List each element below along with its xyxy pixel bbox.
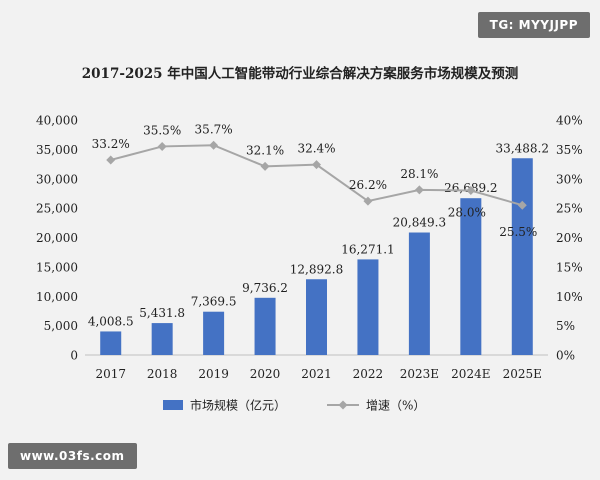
y-right-tick-label: 35% — [556, 143, 583, 157]
chart-title: 2017-2025 年中国人工智能带动行业综合解决方案服务市场规模及预测 — [82, 65, 518, 82]
bar — [100, 331, 122, 355]
growth-value-label: 35.5% — [143, 123, 181, 137]
legend-line-marker — [338, 400, 348, 410]
y-left-tick-label: 10,000 — [36, 290, 78, 304]
y-left-tick-label: 20,000 — [36, 231, 78, 245]
y-left-tick-label: 25,000 — [36, 202, 78, 216]
bar — [511, 158, 533, 355]
x-tick-label: 2023E — [400, 367, 439, 381]
x-tick-label: 2025E — [503, 367, 542, 381]
bar-value-label: 9,736.2 — [242, 281, 288, 295]
y-left-tick-label: 15,000 — [36, 260, 78, 274]
growth-value-label: 26.2% — [349, 178, 387, 192]
x-tick-label: 2022 — [353, 367, 384, 381]
growth-point — [466, 186, 476, 195]
y-left-tick-label: 40,000 — [36, 114, 78, 128]
growth-point — [106, 155, 116, 165]
x-tick-label: 2018 — [147, 367, 178, 381]
bar — [408, 232, 430, 355]
y-right-tick-label: 40% — [556, 114, 583, 128]
y-left-tick-label: 30,000 — [36, 172, 78, 186]
growth-point — [209, 140, 219, 150]
watermark-bottom: www.03fs.com — [8, 443, 137, 469]
y-left-tick-label: 0 — [70, 349, 78, 363]
bar — [203, 311, 225, 355]
x-tick-label: 2019 — [198, 367, 229, 381]
y-right-tick-label: 5% — [556, 319, 575, 333]
y-right-tick-label: 30% — [556, 172, 583, 186]
growth-point — [260, 161, 270, 171]
growth-point — [414, 185, 424, 195]
growth-value-label: 32.4% — [297, 142, 335, 156]
bar — [306, 279, 327, 355]
growth-value-label: 33.2% — [92, 137, 130, 151]
y-left-tick-label: 5,000 — [44, 319, 78, 333]
bar — [357, 259, 379, 355]
bar-value-label: 5,431.8 — [139, 306, 185, 320]
x-tick-label: 2021 — [301, 367, 332, 381]
legend-line-label: 增速（%） — [366, 399, 425, 413]
y-right-tick-label: 10% — [556, 290, 583, 304]
bar — [254, 297, 276, 355]
watermark-top: TG: MYYJJPP — [477, 12, 590, 38]
growth-value-label: 25.5% — [499, 225, 537, 239]
growth-point — [157, 141, 167, 151]
y-right-tick-label: 0% — [556, 349, 575, 363]
growth-point — [517, 200, 527, 210]
growth-point — [312, 160, 321, 170]
bar-value-label: 12,892.8 — [290, 262, 343, 276]
growth-value-label: 32.1% — [246, 143, 284, 157]
legend-bar-swatch — [163, 400, 183, 410]
y-right-tick-label: 25% — [556, 202, 583, 216]
x-tick-label: 2024E — [451, 367, 490, 381]
bar-value-label: 20,849.3 — [393, 216, 446, 230]
legend-bar-label: 市场规模（亿元） — [190, 398, 286, 413]
y-right-tick-label: 15% — [556, 260, 583, 274]
bar-value-label: 7,369.5 — [191, 295, 237, 309]
y-right-tick-label: 20% — [556, 231, 583, 245]
bar-value-label: 4,008.5 — [88, 314, 134, 328]
y-left-tick-label: 35,000 — [36, 143, 78, 157]
bar-value-label: 16,271.1 — [341, 242, 394, 256]
growth-value-label: 35.7% — [195, 122, 233, 136]
x-tick-label: 2020 — [250, 367, 281, 381]
bar-value-label: 33,488.2 — [496, 141, 549, 155]
growth-point — [363, 196, 373, 206]
bar — [460, 198, 482, 355]
bar — [151, 323, 173, 355]
x-tick-label: 2017 — [95, 367, 126, 381]
growth-value-label: 28.0% — [448, 206, 486, 220]
growth-value-label: 28.1% — [400, 167, 438, 181]
